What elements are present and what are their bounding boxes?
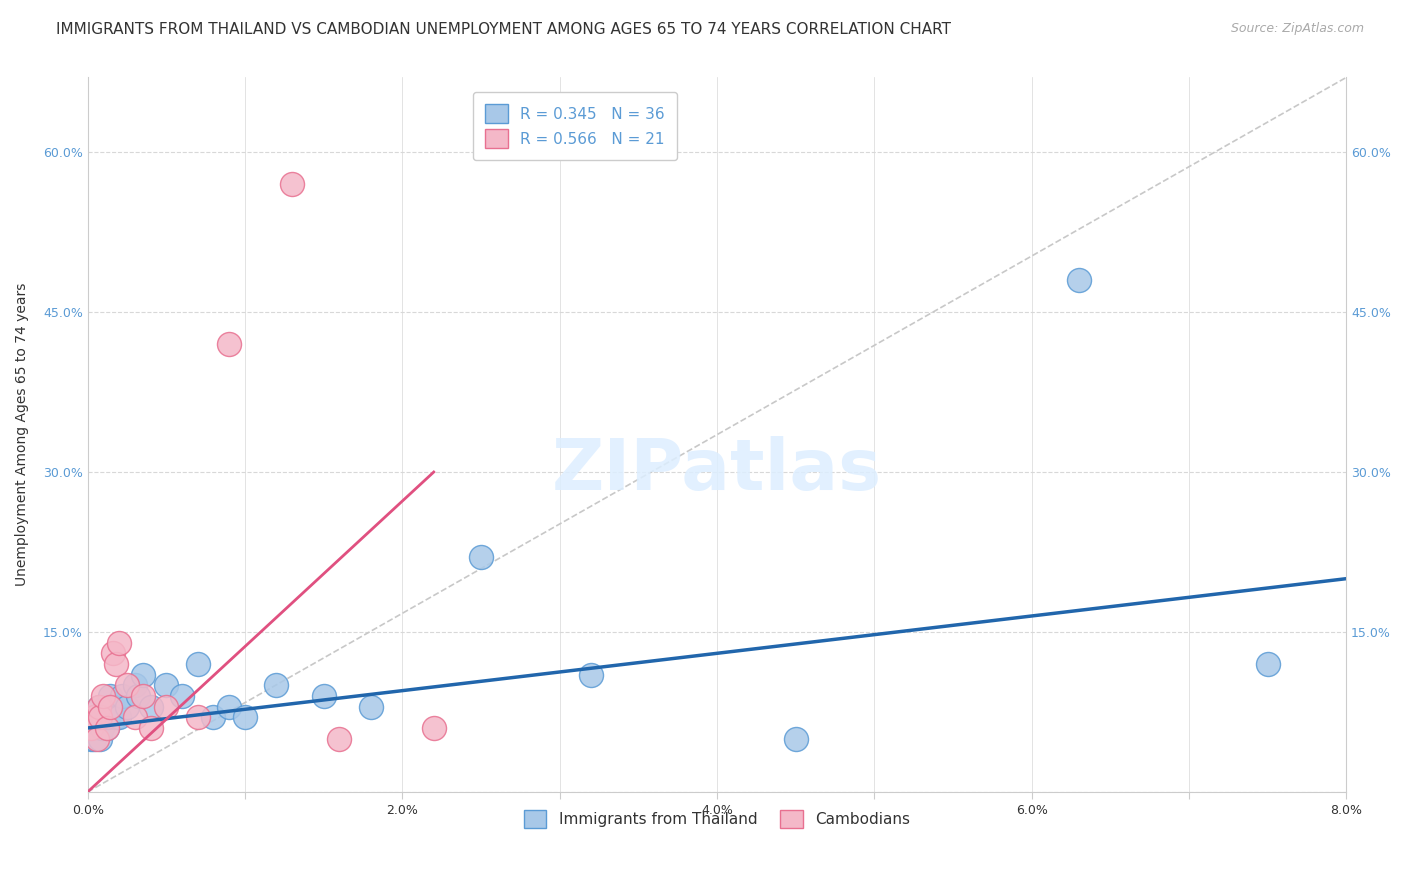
Point: [98, 699, 121, 714]
Point: [131, 667, 153, 681]
Point: [104, 657, 127, 671]
Point: [93, 689, 115, 703]
Point: [84, 710, 107, 724]
Point: [98, 689, 121, 703]
Point: [87, 699, 110, 714]
Point: [111, 689, 134, 703]
Point: [115, 699, 138, 714]
Point: [96, 721, 118, 735]
Point: [93, 710, 115, 724]
Point: [101, 646, 124, 660]
Point: [579, 667, 602, 681]
Point: [115, 678, 138, 692]
Y-axis label: Unemployment Among Ages 65 to 74 years: Unemployment Among Ages 65 to 74 years: [15, 283, 30, 586]
Point: [1257, 657, 1279, 671]
Point: [124, 710, 146, 724]
Point: [312, 689, 335, 703]
Point: [101, 699, 124, 714]
Point: [80, 721, 103, 735]
Point: [422, 721, 444, 735]
Point: [131, 689, 153, 703]
Point: [218, 699, 240, 714]
Point: [83, 710, 105, 724]
Point: [82, 721, 104, 735]
Point: [108, 710, 131, 724]
Point: [96, 721, 118, 735]
Point: [83, 731, 105, 746]
Point: [89, 731, 111, 746]
Point: [108, 635, 131, 649]
Point: [87, 699, 110, 714]
Point: [470, 550, 492, 565]
Point: [233, 710, 256, 724]
Point: [80, 731, 103, 746]
Point: [360, 699, 382, 714]
Point: [187, 657, 209, 671]
Point: [89, 710, 111, 724]
Point: [139, 699, 162, 714]
Point: [266, 678, 288, 692]
Point: [218, 337, 240, 351]
Point: [202, 710, 225, 724]
Legend: Immigrants from Thailand, Cambodians: Immigrants from Thailand, Cambodians: [517, 804, 917, 834]
Point: [127, 689, 149, 703]
Text: IMMIGRANTS FROM THAILAND VS CAMBODIAN UNEMPLOYMENT AMONG AGES 65 TO 74 YEARS COR: IMMIGRANTS FROM THAILAND VS CAMBODIAN UN…: [56, 22, 952, 37]
Point: [1067, 273, 1090, 287]
Point: [124, 678, 146, 692]
Point: [328, 731, 350, 746]
Point: [785, 731, 807, 746]
Text: Source: ZipAtlas.com: Source: ZipAtlas.com: [1230, 22, 1364, 36]
Point: [94, 699, 117, 714]
Text: ZIPatlas: ZIPatlas: [553, 436, 882, 505]
Point: [281, 177, 304, 191]
Point: [90, 721, 112, 735]
Point: [86, 731, 108, 746]
Point: [187, 710, 209, 724]
Point: [86, 721, 108, 735]
Point: [155, 699, 177, 714]
Point: [170, 689, 193, 703]
Point: [104, 710, 127, 724]
Point: [97, 710, 120, 724]
Point: [155, 678, 177, 692]
Point: [139, 721, 162, 735]
